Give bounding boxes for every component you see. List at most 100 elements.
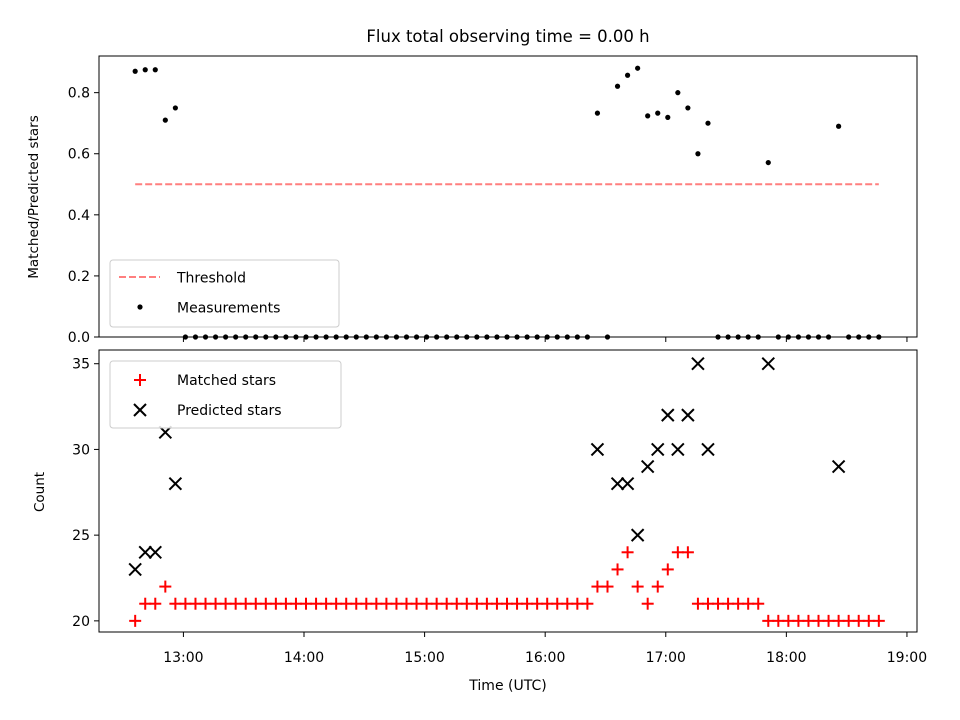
predicted-stars-point <box>651 442 665 457</box>
matched-stars-point <box>410 597 423 610</box>
count-x-tick-label: 14:00 <box>284 650 324 666</box>
predicted-stars-point <box>691 357 705 371</box>
count-x-axis-ticks: 13:00 14:00 15:00 16:00 17:00 18:00 19:00 <box>163 632 927 666</box>
matched-stars-point <box>581 597 594 610</box>
matched-stars-point <box>189 597 202 610</box>
count-x-tick-label: 16:00 <box>525 650 565 666</box>
measurement-point <box>655 110 661 116</box>
matched-stars-point <box>269 597 282 610</box>
threshold-legend-label: Threshold <box>176 271 246 287</box>
matched-stars-point <box>551 597 564 610</box>
count-y-tick-label: 30 <box>72 442 90 458</box>
matched-stars-point <box>671 546 684 559</box>
predicted-stars-point <box>761 357 775 371</box>
predicted-stars-point <box>620 477 635 491</box>
predicted-stars-legend-label: Predicted stars <box>177 403 282 419</box>
matched-stars-point <box>782 614 795 627</box>
predicted-stars-point <box>661 408 675 422</box>
measurement-point <box>685 105 691 111</box>
measurement-point <box>172 105 178 111</box>
matched-stars-point <box>420 597 433 610</box>
count-x-tick-label: 17:00 <box>646 650 686 666</box>
matched-stars-point <box>480 597 493 610</box>
matched-stars-point <box>681 546 694 559</box>
measurement-point <box>665 114 671 120</box>
count-x-tick-label: 15:00 <box>404 650 444 666</box>
matched-stars-point <box>239 597 252 610</box>
matched-stars-point <box>792 614 805 627</box>
matched-stars-point <box>470 597 483 610</box>
measurement-point <box>614 83 621 89</box>
count-legend-box <box>109 360 342 429</box>
chart-title: Flux total observing time = 0.00 h <box>366 27 649 46</box>
matched-stars-point <box>772 614 785 627</box>
matched-stars-point <box>621 546 634 559</box>
count-x-tick-label: 13:00 <box>163 650 203 666</box>
matched-stars-point <box>450 597 463 610</box>
predicted-stars-point <box>590 442 605 457</box>
matched-stars-point <box>521 597 534 610</box>
count-y-axis-label: Count <box>32 472 48 512</box>
measurement-point <box>836 123 842 129</box>
predicted-stars-point <box>831 459 846 474</box>
count-x-tick-label: 18:00 <box>766 650 806 666</box>
matched-stars-point <box>691 597 704 610</box>
measurement-point <box>624 72 631 78</box>
matched-stars-point <box>400 597 413 610</box>
matched-stars-point <box>802 614 815 627</box>
ratio-panel: Flux total observing time = 0.00 h Match… <box>26 27 918 346</box>
predicted-stars-point <box>681 408 695 422</box>
ratio-legend: Threshold Measurements <box>109 259 340 328</box>
matched-stars-point <box>611 563 624 576</box>
matched-stars-point <box>541 597 554 610</box>
predicted-stars-point <box>610 477 625 491</box>
measurement-point <box>645 113 651 119</box>
matched-stars-point <box>631 580 644 593</box>
matched-stars-point <box>430 597 443 610</box>
matched-stars-point <box>500 597 513 610</box>
ratio-y-axis-ticks: 0.0 0.2 0.4 0.6 0.8 <box>68 86 99 346</box>
matched-stars-point <box>712 597 725 610</box>
matched-stars-point <box>330 597 343 610</box>
measurement-point <box>152 67 158 73</box>
matched-stars-point <box>852 614 865 627</box>
matched-stars-point <box>812 614 825 627</box>
predicted-stars-point <box>128 562 142 577</box>
matched-stars-point <box>169 597 182 610</box>
matched-stars-point <box>149 597 162 610</box>
matched-stars-point <box>229 597 242 610</box>
matched-stars-point <box>511 597 524 610</box>
count-axes-frame <box>98 349 918 633</box>
matched-stars-point <box>219 597 232 610</box>
count-y-tick-label: 25 <box>72 528 90 544</box>
matched-stars-point <box>249 597 262 610</box>
matched-stars-point <box>320 597 333 610</box>
matched-stars-point <box>259 597 272 610</box>
matched-stars-point <box>822 614 835 627</box>
matched-stars-point <box>390 597 403 610</box>
matched-stars-point <box>591 580 604 593</box>
measurement-point <box>675 90 681 96</box>
matched-stars-point <box>641 597 654 610</box>
count-x-axis-label: Time (UTC) <box>468 678 546 694</box>
matched-stars-point <box>832 614 845 627</box>
matched-stars-point <box>209 597 222 610</box>
count-legend: Matched stars Predicted stars <box>109 360 342 429</box>
measurements-legend-label: Measurements <box>177 301 280 317</box>
ratio-y-axis-label: Matched/Predicted stars <box>26 115 42 278</box>
ratio-y-tick-label: 0.8 <box>68 86 90 102</box>
matched-stars-point <box>722 597 735 610</box>
matched-stars-point <box>752 597 765 610</box>
matched-stars-point <box>742 597 755 610</box>
predicted-stars-point <box>168 477 183 491</box>
matched-stars-point <box>651 580 664 593</box>
matched-stars-point <box>842 614 855 627</box>
measurements-legend-swatch <box>137 304 143 310</box>
count-plot-area <box>128 357 885 627</box>
predicted-stars-point <box>138 545 152 559</box>
matched-stars-point <box>701 597 714 610</box>
matched-stars-point <box>460 597 473 610</box>
measurement-point <box>142 67 148 73</box>
matched-stars-legend-swatch <box>134 374 146 386</box>
ratio-y-tick-label: 0.2 <box>68 269 90 285</box>
